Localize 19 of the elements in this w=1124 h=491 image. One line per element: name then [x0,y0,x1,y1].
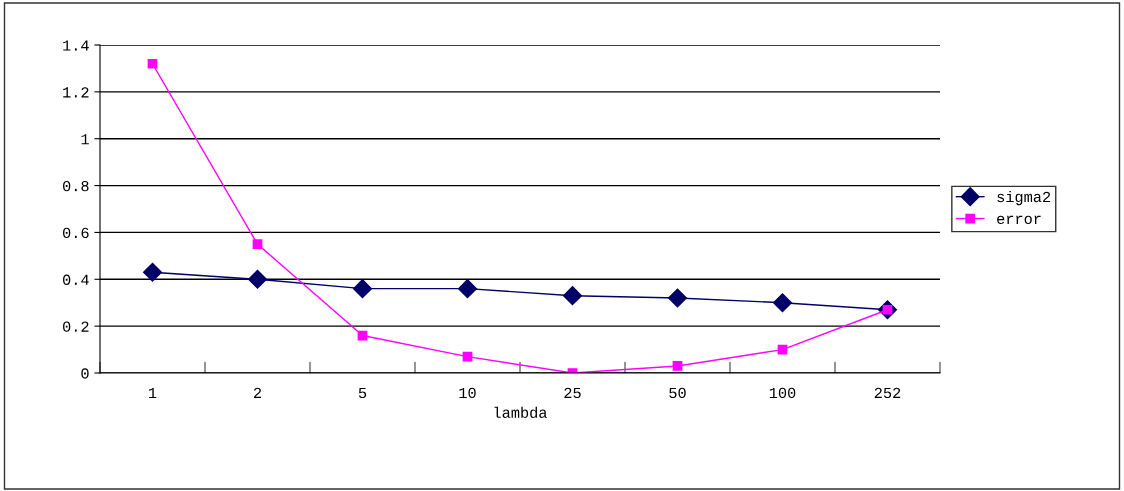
y-tick-label: 1.4 [63,40,89,51]
x-tick-label: 5 [358,387,367,399]
x-tick-label: 252 [874,387,901,399]
y-tick-label: 1.2 [63,87,89,98]
y-tick-label: 0.2 [63,321,89,332]
y-tick-label: 0.6 [63,227,89,239]
y-tick-label: 0.8 [63,180,89,192]
x-tick-label: 25 [564,387,581,399]
x-tick-label: 100 [769,387,796,399]
y-tick-label: 1 [81,134,89,145]
x-tick-label: 2 [253,387,261,398]
legend-label: error [997,215,1041,225]
x-tick-label: 50 [669,387,686,399]
x-axis-title: lambda [494,406,547,418]
x-tick-label: 10 [459,387,476,399]
y-tick-label: 0 [81,368,89,379]
y-tick-label: 0.4 [63,274,89,285]
legend-label: sigma2 [997,190,1051,206]
x-tick-label: 1 [149,387,157,398]
